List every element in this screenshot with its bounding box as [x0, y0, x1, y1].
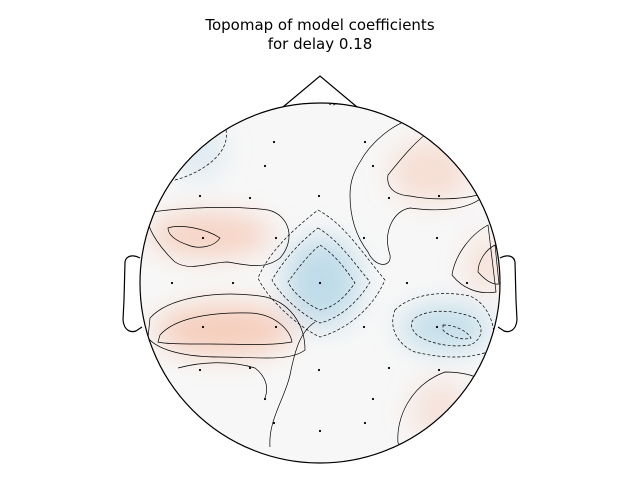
sensor-marker	[405, 281, 409, 285]
sensor-marker	[465, 281, 469, 285]
sensor-marker	[263, 164, 267, 168]
field-region-left-temporal	[148, 213, 272, 257]
head-circle	[139, 102, 501, 464]
field-region-right-occipital	[410, 380, 470, 440]
contour-left-temporal-outer	[147, 207, 290, 267]
contour-right-temporal-outer	[451, 224, 497, 294]
sensor-marker	[274, 325, 278, 329]
coefficient-field	[148, 120, 500, 440]
sensor-marker	[170, 281, 174, 285]
sensor-marker	[435, 325, 439, 329]
sensor-marker	[435, 236, 439, 240]
sensor-marker	[248, 196, 252, 200]
sensor-marker	[371, 397, 375, 401]
sensor-marker	[248, 366, 252, 370]
sensor-marker	[387, 366, 391, 370]
sensor-marker	[231, 281, 235, 285]
sensor-marker	[274, 236, 278, 240]
contour-right-posterior-core	[442, 324, 472, 340]
sensor-marker	[272, 140, 276, 144]
sensor-marker	[387, 196, 391, 200]
sensor-marker	[317, 194, 321, 198]
chart-title-line-1: Topomap of model coefficients	[205, 16, 435, 34]
contour-central-midline	[269, 321, 316, 448]
sensor-marker	[263, 397, 267, 401]
contour-center-mid	[271, 227, 371, 324]
sensor-marker	[198, 194, 202, 198]
field-region-right-posterior	[400, 304, 490, 352]
sensor-marker	[318, 281, 322, 285]
sensor-marker	[362, 236, 366, 240]
sensor-marker	[201, 236, 205, 240]
sensor-marker	[371, 164, 375, 168]
sensor-marker	[272, 421, 276, 425]
contour-left-occipital	[177, 362, 267, 399]
head-outline	[122, 75, 518, 464]
sensor-markers	[170, 140, 469, 433]
sensor-marker	[198, 368, 202, 372]
sensor-marker	[437, 194, 441, 198]
contour-right-posterior-inner	[411, 310, 482, 347]
contour-center-outer	[257, 209, 386, 338]
left-ear	[122, 255, 143, 333]
chart-title-line-2: for delay 0.18	[267, 35, 373, 53]
sensor-marker	[201, 325, 205, 329]
sensor-marker	[437, 368, 441, 372]
sensor-marker	[362, 325, 366, 329]
sensor-marker	[363, 140, 367, 144]
contour-center-inner	[287, 244, 356, 311]
sensor-marker	[318, 429, 322, 433]
nose-marker	[282, 75, 358, 108]
sensor-marker	[317, 368, 321, 372]
sensor-marker	[363, 421, 367, 425]
contour-left-temporal-inner	[167, 226, 221, 248]
right-ear	[497, 255, 518, 333]
contour-left-posterior-outer	[147, 293, 306, 359]
field-region-center	[284, 237, 360, 327]
field-region-right-temporal	[467, 237, 500, 293]
contour-left-posterior-inner	[157, 312, 293, 345]
contour-right-temporal-inner	[477, 244, 500, 285]
field-region-left-posterior	[155, 304, 295, 356]
